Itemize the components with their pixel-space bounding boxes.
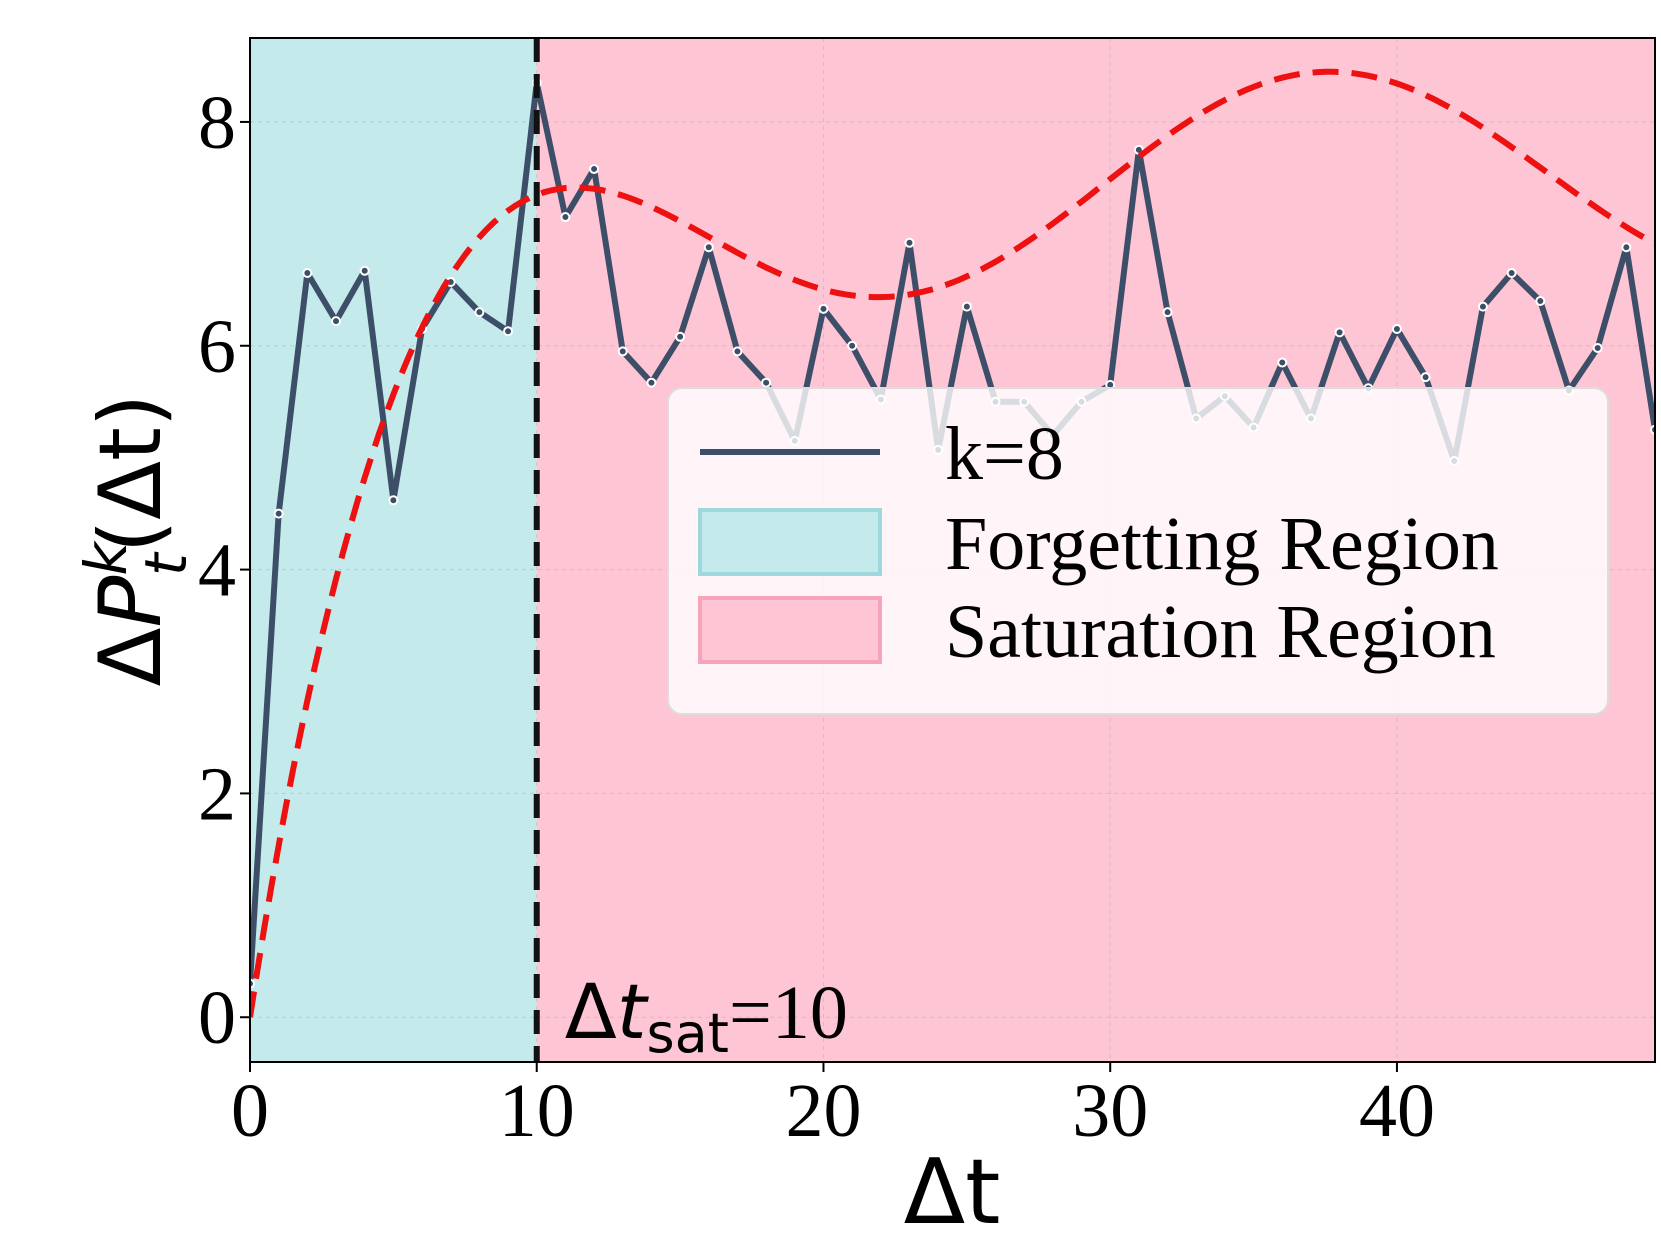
svg-text:ΔPkt(Δt): ΔPkt(Δt): [72, 394, 200, 687]
series-point: [675, 331, 686, 342]
region-forgetting: [250, 38, 537, 1062]
series-point: [302, 268, 313, 279]
series-line-k8: [250, 79, 1655, 984]
y-tick-label: 6: [198, 305, 236, 389]
series-point: [388, 495, 399, 506]
axes: 0 10 20 30 40 0 2 4 6 8: [198, 37, 1656, 1153]
series-point: [560, 212, 571, 223]
series-point: [1334, 327, 1345, 338]
threshold-label: Δtsat=10: [565, 967, 848, 1065]
series-point: [1592, 342, 1603, 353]
series-point: [1391, 323, 1402, 334]
series-point: [703, 242, 714, 253]
x-tick-label: 30: [1072, 1069, 1148, 1153]
fit-curve: [250, 68, 1655, 1018]
y-tick-label: 0: [198, 976, 236, 1060]
y-tick-label: 4: [198, 529, 236, 613]
legend-label: k=8: [945, 412, 1064, 496]
legend-label: Forgetting Region: [945, 502, 1499, 586]
series-point: [503, 326, 514, 337]
y-axis-title: ΔPkt(Δt): [72, 394, 200, 687]
x-tick-label: 10: [499, 1069, 575, 1153]
series-point: [331, 316, 342, 327]
series-point: [589, 163, 600, 174]
legend-handle-patch: [698, 596, 882, 664]
series-point: [273, 508, 284, 519]
series-point: [1506, 268, 1517, 279]
series-point: [904, 237, 915, 248]
x-axis-title: Δt: [904, 1140, 1001, 1245]
y-tick-label: 8: [198, 81, 236, 165]
series-point: [1277, 357, 1288, 368]
series-point: [1420, 372, 1431, 383]
legend-label: Saturation Region: [945, 590, 1496, 674]
series-point: [961, 301, 972, 312]
legend-box: [667, 387, 1609, 715]
y-tick-label: 2: [198, 752, 236, 836]
series-point: [732, 346, 743, 357]
legend-handle-patch: [698, 508, 882, 576]
series-point: [359, 265, 370, 276]
series-point: [818, 303, 829, 314]
series-point: [1162, 307, 1173, 318]
series-point: [761, 377, 772, 388]
x-tick-label: 40: [1359, 1069, 1435, 1153]
series-point: [646, 377, 657, 388]
series-point: [617, 346, 628, 357]
series-point: [847, 340, 858, 351]
series-point: [474, 307, 485, 318]
series-point: [1621, 242, 1632, 253]
x-tick-label: 0: [231, 1069, 269, 1153]
x-tick-label: 20: [785, 1069, 861, 1153]
series-point: [1535, 295, 1546, 306]
plot-frame: [249, 37, 1656, 1063]
series-point: [1477, 301, 1488, 312]
